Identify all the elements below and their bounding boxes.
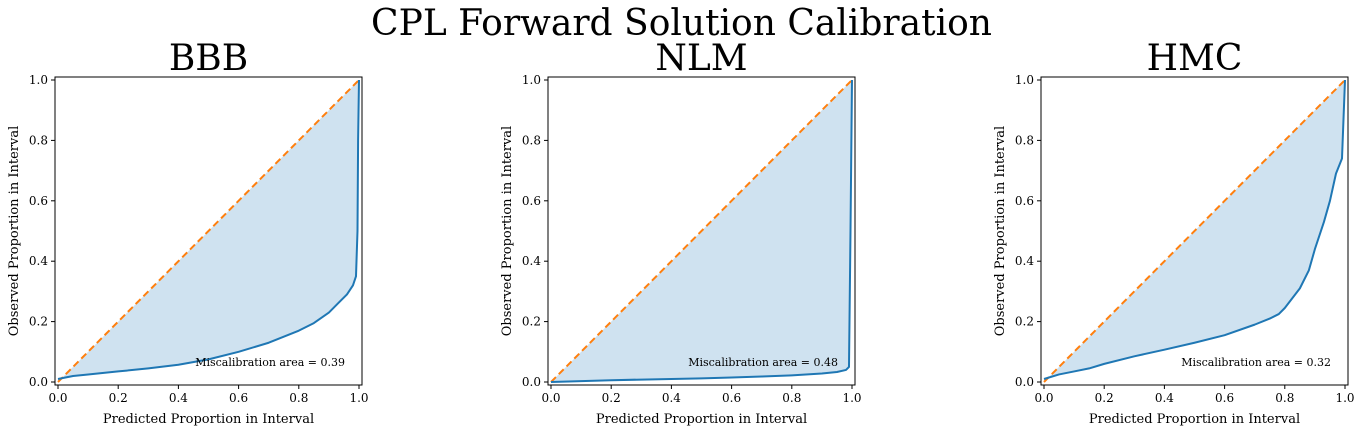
x-tick-label: 0.6 bbox=[229, 391, 248, 405]
x-tick-label: 1.0 bbox=[1335, 391, 1354, 405]
chart-panel-hmc: 0.0 0.2 0.4 0.6 0.8 1.0 0.0 0.2 0.4 0.6 0.8 1.0 Pred… bbox=[993, 38, 1355, 427]
plot-frame bbox=[547, 76, 856, 386]
calibration-curve bbox=[550, 79, 853, 383]
x-tick-label: 0.2 bbox=[602, 391, 621, 405]
y-tick-label: 0.4 bbox=[1015, 254, 1034, 268]
x-tick-label: 0.4 bbox=[169, 391, 188, 405]
x-axis-label: Predicted Proportion in Interval bbox=[596, 412, 807, 427]
x-tick-label: 0.2 bbox=[109, 391, 128, 405]
x-tick-label: 0.2 bbox=[1095, 391, 1114, 405]
x-tick-label: 0.8 bbox=[289, 391, 308, 405]
y-tick-label: 0.2 bbox=[522, 315, 541, 329]
y-tick-label: 0.2 bbox=[1015, 315, 1034, 329]
y-axis-label: Observed Proportion in Interval bbox=[500, 126, 515, 336]
y-tick-label: 1.0 bbox=[29, 73, 48, 87]
y-axis-label: Observed Proportion in Interval bbox=[7, 126, 22, 336]
y-tick-label: 0.4 bbox=[522, 254, 541, 268]
y-tick-label: 1.0 bbox=[522, 73, 541, 87]
y-tick-label: 0.8 bbox=[29, 133, 48, 147]
x-tick-label: 0.6 bbox=[722, 391, 741, 405]
chart-panel-bbb: 0.0 0.2 0.4 0.6 0.8 1.0 0.0 0.2 0.4 0.6 0.8 1.0 Pred… bbox=[7, 38, 369, 427]
calibration-curve bbox=[57, 79, 360, 380]
y-tick-label: 0.0 bbox=[1015, 375, 1034, 389]
chart-panel-nlm: 0.0 0.2 0.4 0.6 0.8 1.0 0.0 0.2 0.4 0.6 0.8 1.0 Pred… bbox=[500, 38, 862, 427]
y-tick-label: 0.4 bbox=[29, 254, 48, 268]
figure-title: CPL Forward Solution Calibration bbox=[371, 3, 992, 44]
y-tick-label: 0.8 bbox=[522, 133, 541, 147]
x-tick-label: 0.0 bbox=[541, 391, 560, 405]
plot-frame bbox=[54, 76, 363, 386]
y-tick-label: 0.6 bbox=[522, 194, 541, 208]
y-tick-label: 0.2 bbox=[29, 315, 48, 329]
calibration-curve bbox=[1043, 79, 1346, 380]
x-tick-label: 0.4 bbox=[1155, 391, 1174, 405]
x-tick-label: 0.8 bbox=[782, 391, 801, 405]
x-tick-label: 0.6 bbox=[1215, 391, 1234, 405]
ideal-calibration-line bbox=[1043, 79, 1346, 383]
y-tick-label: 0.6 bbox=[29, 194, 48, 208]
y-tick-label: 0.6 bbox=[1015, 194, 1034, 208]
panel-title: BBB bbox=[169, 38, 248, 79]
x-tick-label: 1.0 bbox=[349, 391, 368, 405]
panel-title: HMC bbox=[1147, 38, 1243, 79]
x-tick-label: 0.0 bbox=[48, 391, 67, 405]
miscalibration-annotation: Miscalibration area = 0.48 bbox=[688, 356, 838, 369]
x-axis-label: Predicted Proportion in Interval bbox=[1089, 412, 1300, 427]
x-tick-label: 0.8 bbox=[1275, 391, 1294, 405]
miscalibration-annotation: Miscalibration area = 0.32 bbox=[1181, 356, 1331, 369]
ideal-calibration-line bbox=[550, 79, 853, 383]
x-tick-label: 0.4 bbox=[662, 391, 681, 405]
ideal-calibration-line bbox=[57, 79, 360, 383]
x-tick-label: 1.0 bbox=[842, 391, 861, 405]
y-tick-label: 0.0 bbox=[522, 375, 541, 389]
panel-title: NLM bbox=[655, 38, 747, 79]
miscalibration-annotation: Miscalibration area = 0.39 bbox=[195, 356, 345, 369]
plot-frame bbox=[1040, 76, 1349, 386]
y-tick-label: 1.0 bbox=[1015, 73, 1034, 87]
y-tick-label: 0.8 bbox=[1015, 133, 1034, 147]
x-tick-label: 0.0 bbox=[1034, 391, 1053, 405]
x-axis-label: Predicted Proportion in Interval bbox=[103, 412, 314, 427]
y-axis-label: Observed Proportion in Interval bbox=[993, 126, 1008, 336]
y-tick-label: 0.0 bbox=[29, 375, 48, 389]
